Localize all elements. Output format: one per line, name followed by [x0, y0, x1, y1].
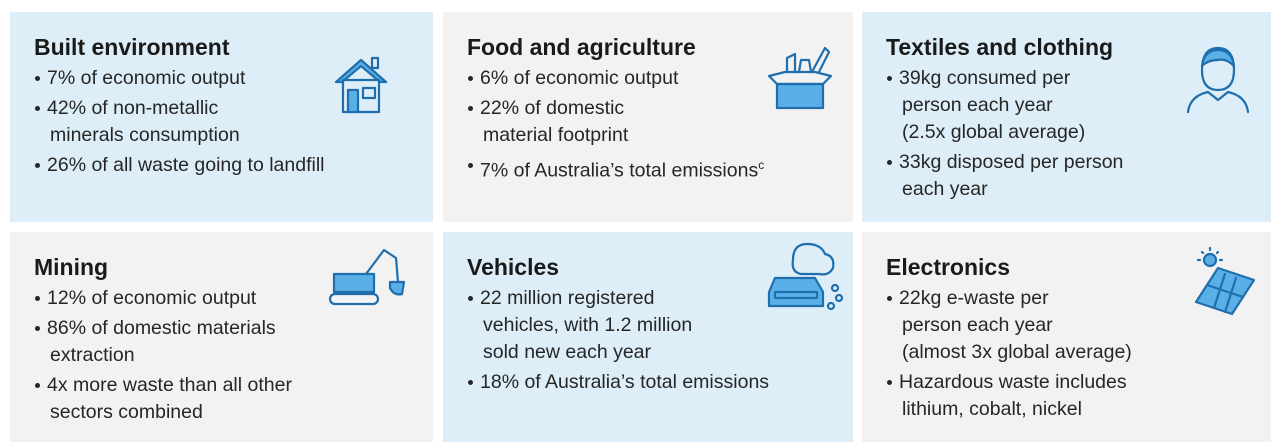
bullet-item: 4x more waste than all other sectors comb…: [34, 372, 433, 426]
bullet-dot: [468, 296, 473, 301]
bullet-line: person each year: [902, 314, 1053, 336]
bullet-line: 4x more waste than all other: [47, 374, 292, 396]
bullet-line: 7% of Australia’s total emissions: [480, 159, 759, 182]
bullet-line: extraction: [50, 344, 135, 366]
bullet-dot: [468, 76, 473, 81]
bullet-item: 12% of economic output: [34, 285, 433, 312]
bullet-dot: [468, 163, 473, 168]
card-title: Textiles and clothing: [886, 34, 1114, 60]
bullet-line: 18% of Australia’s total emissions: [480, 371, 770, 393]
card-title: Food and agriculture: [467, 34, 696, 60]
card-title: Electronics: [886, 254, 1010, 280]
bullet-item: 7% of Australia’s total emissionsc: [467, 152, 853, 185]
bullet-line: 6% of economic output: [480, 67, 679, 89]
bullet-item: 7% of economic output: [34, 65, 433, 92]
bullet-line: 86% of domestic materials: [47, 317, 276, 339]
bullet-item: 42% of non-metallic minerals consumption: [34, 95, 433, 149]
bullet-item: 18% of Australia’s total emissions: [467, 369, 853, 396]
bullet-line: (almost 3x global average): [902, 341, 1132, 363]
person-icon: [1186, 46, 1250, 114]
bullet-dot: [35, 106, 40, 111]
bullet-line: Hazardous waste includes: [899, 371, 1127, 393]
bullet-line: 39kg consumed per: [899, 67, 1071, 89]
bullet-dot: [35, 76, 40, 81]
bullet-line: 26% of all waste going to landfill: [47, 154, 325, 176]
bullet-dot: [887, 160, 892, 165]
bullet-dot: [35, 296, 40, 301]
bullet-line: minerals consumption: [50, 124, 240, 146]
bullet-dot: [468, 106, 473, 111]
bullet-line: vehicles, with 1.2 million: [483, 314, 693, 336]
bullet-dot: [35, 383, 40, 388]
bullet-line: 22 million registered: [480, 287, 655, 309]
bullet-line: 22kg e-waste per: [899, 287, 1049, 309]
card: Built environment 7% of economic output 42…: [10, 12, 433, 222]
card-title: Built environment: [34, 34, 230, 60]
bullet-item: 26% of all waste going to landfill: [34, 152, 433, 179]
bullet-line: sectors combined: [50, 401, 203, 423]
superscript: c: [758, 158, 765, 172]
bullet-item: 39kg consumed per person each year (2.5x g…: [886, 65, 1271, 146]
bullet-dot: [35, 326, 40, 331]
card: Electronics 22kg e-waste per person each y…: [862, 232, 1271, 442]
bullet-item: Hazardous waste includes lithium, cobalt,…: [886, 369, 1271, 423]
bullet-item: 22% of domestic material footprint: [467, 95, 853, 149]
bullet-item: 22 million registered vehicles, with 1.2 …: [467, 285, 853, 366]
bullet-line: lithium, cobalt, nickel: [902, 398, 1082, 420]
bullet-line: 22% of domestic: [480, 97, 625, 119]
bullet-dot: [468, 380, 473, 385]
bullet-line: person each year: [902, 94, 1053, 116]
bullet-item: 33kg disposed per person each year: [886, 149, 1271, 203]
bullet-line: 7% of economic output: [47, 67, 246, 89]
bullet-item: 6% of economic output: [467, 65, 853, 92]
bullet-item: 86% of domestic materials extraction: [34, 315, 433, 369]
bullet-dot: [35, 163, 40, 168]
vehicle-icon: [767, 242, 844, 311]
bullet-dot: [887, 380, 892, 385]
card-title: Mining: [34, 254, 109, 280]
card: Vehicles 22 million registered vehicles, w…: [443, 232, 853, 442]
card-title: Vehicles: [467, 254, 560, 280]
bullet-line: material footprint: [483, 124, 629, 146]
food-icon: [767, 46, 833, 110]
bullet-line: sold new each year: [483, 341, 652, 363]
bullet-line: 42% of non-metallic: [47, 97, 219, 119]
solar-icon: [1194, 246, 1256, 316]
house-icon: [334, 56, 388, 114]
bullet-item: 22kg e-waste per person each year (almost …: [886, 285, 1271, 366]
card: Textiles and clothing 39kg consumed per pe…: [862, 12, 1271, 222]
bullet-line: each year: [902, 178, 988, 200]
bullet-dot: [887, 76, 892, 81]
bullet-line: 33kg disposed per person: [899, 151, 1124, 173]
bullet-dot: [887, 296, 892, 301]
bullet-line: 12% of economic output: [47, 287, 257, 309]
excavator-icon: [328, 248, 406, 306]
card: Mining 12% of economic output 86% of domes…: [10, 232, 433, 442]
bullet-line: (2.5x global average): [902, 121, 1086, 143]
card: Food and agriculture 6% of economic outpu…: [443, 12, 853, 222]
